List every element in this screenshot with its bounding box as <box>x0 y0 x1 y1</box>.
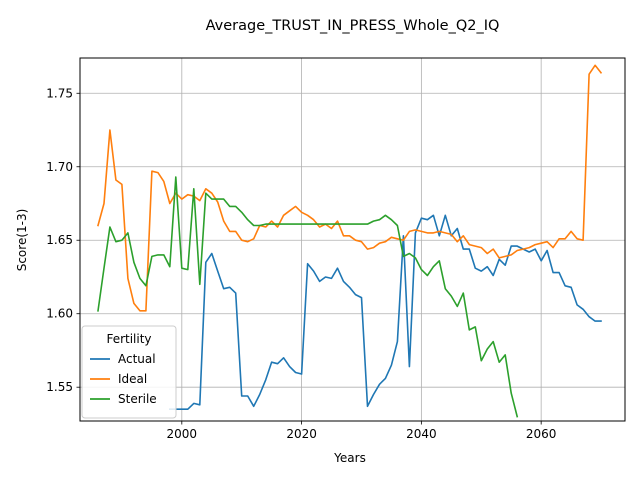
x-tick-label: 2000 <box>167 427 198 441</box>
legend-title: Fertility <box>106 332 151 346</box>
y-tick-label: 1.55 <box>46 380 73 394</box>
series-line-actual <box>169 214 602 411</box>
legend-label-sterile: Sterile <box>118 392 157 406</box>
chart-title: Average_TRUST_IN_PRESS_Whole_Q2_IQ <box>206 18 500 34</box>
x-tick-label: 2020 <box>286 427 317 441</box>
series-line-ideal <box>97 64 603 312</box>
y-tick-label: 1.65 <box>46 233 73 247</box>
y-axis-label: Score(1-3) <box>15 209 29 272</box>
series-lines <box>97 64 603 418</box>
x-tick-label: 2040 <box>406 427 437 441</box>
series-line-sterile <box>97 176 519 418</box>
legend-box <box>81 325 177 419</box>
x-tick-label: 2060 <box>526 427 557 441</box>
legend-label-ideal: Ideal <box>118 372 147 386</box>
legend-items: Actual Ideal Sterile <box>90 352 157 406</box>
y-tick-label: 1.60 <box>46 307 73 321</box>
y-tick-label: 1.75 <box>46 86 73 100</box>
y-axis: 1.55 1.60 1.65 1.70 1.75 <box>46 86 80 394</box>
x-axis: 2000 2020 2040 2060 <box>167 421 557 441</box>
x-axis-label: Years <box>333 451 366 465</box>
legend-label-actual: Actual <box>118 352 156 366</box>
plot-frame <box>79 57 626 422</box>
y-tick-label: 1.70 <box>46 160 73 174</box>
grid-lines <box>80 58 625 421</box>
legend: Fertility Actual Ideal Sterile <box>81 325 177 419</box>
